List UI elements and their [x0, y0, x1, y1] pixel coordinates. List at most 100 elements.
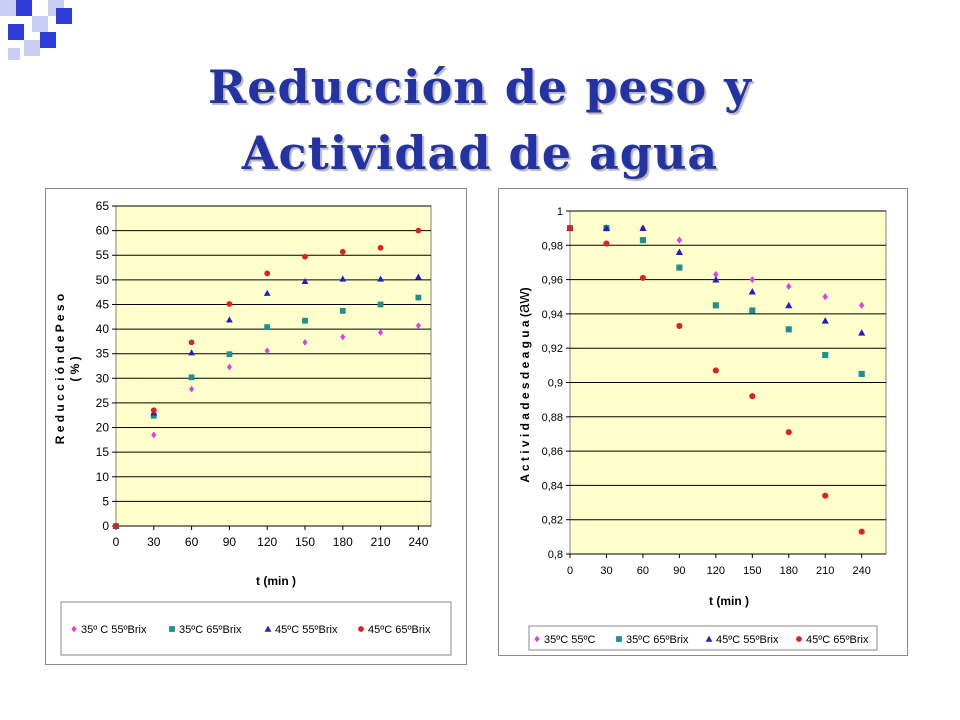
data-point-square — [415, 294, 422, 301]
x-tick-label: 210 — [371, 535, 391, 549]
y-tick-label: 0,94 — [542, 309, 563, 321]
data-point-circle — [415, 227, 422, 234]
data-point-square — [639, 237, 646, 244]
y-tick-label: 50 — [96, 273, 110, 287]
x-tick-label: 240 — [853, 565, 871, 577]
data-point-square — [150, 412, 157, 419]
x-tick-label: 0 — [567, 565, 573, 577]
y-tick-label: 60 — [96, 224, 110, 238]
x-tick-label: 30 — [600, 565, 612, 577]
y-tick-label: 15 — [96, 445, 110, 459]
data-point-square — [785, 326, 792, 333]
data-point-circle — [822, 492, 829, 499]
legend-marker-diamond — [71, 625, 77, 633]
y-tick-label: 45 — [96, 297, 110, 311]
y-tick-label: 65 — [96, 199, 110, 213]
slide-title-line2: Actividad de agua — [241, 126, 719, 180]
legend-label: 35ºC 65ºBrix — [626, 634, 689, 646]
legend-marker-triangle — [264, 625, 272, 632]
y-tick-label: 1 — [557, 206, 563, 218]
data-point-diamond — [415, 322, 421, 330]
data-point-triangle — [226, 316, 233, 323]
data-point-triangle — [301, 277, 309, 285]
x-tick-label: 150 — [295, 535, 315, 549]
data-point-diamond — [264, 347, 270, 355]
legend-marker-square — [169, 626, 175, 632]
y-tick-label: 5 — [102, 494, 109, 508]
legend-box — [60, 601, 452, 656]
y-tick-label: 35 — [96, 347, 110, 361]
data-point-square — [188, 374, 195, 381]
data-point-circle — [858, 528, 865, 535]
y-tick-label: 0,88 — [542, 412, 563, 424]
legend-marker-triangle — [705, 635, 713, 642]
y-axis-label: R e d u c c i ó n d e P e s o — [53, 294, 67, 445]
data-point-square — [676, 264, 683, 271]
data-point-circle — [339, 248, 346, 255]
y-tick-label: 30 — [96, 371, 110, 385]
data-point-triangle — [639, 224, 647, 232]
legend-marker-circle — [358, 626, 364, 632]
weight-reduction-chart: 0 5 10 15 20 25 30 35 40 45 50 55 60 65 0 30 60 90 120 150… — [53, 199, 452, 656]
x-tick-label: 90 — [223, 535, 237, 549]
x-tick-label: 30 — [147, 535, 161, 549]
x-tick-label: 90 — [673, 565, 685, 577]
data-point-square — [264, 324, 271, 330]
x-tick-label: 180 — [780, 565, 798, 577]
data-point-triangle — [675, 248, 683, 256]
legend-label: 45ºC 55ºBrix — [275, 624, 338, 636]
data-point-triangle — [339, 275, 347, 282]
slide-title-line1: Reducción de peso y — [208, 60, 752, 114]
data-point-square — [858, 370, 865, 377]
data-point-circle — [639, 274, 646, 281]
data-point-circle — [302, 253, 308, 260]
data-point-diamond — [378, 329, 384, 336]
data-point-triangle — [377, 275, 384, 282]
y-tick-label: 10 — [96, 470, 110, 484]
data-point-circle — [566, 225, 574, 232]
data-point-triangle — [748, 288, 756, 295]
data-point-square — [302, 317, 308, 324]
data-point-diamond — [151, 431, 157, 439]
data-point-circle — [785, 429, 792, 436]
y-axis-label: A c t i v i d a d e s d e a g u a (aw) — [514, 287, 533, 482]
x-tick-label: 240 — [408, 535, 428, 549]
y-tick-label: 0,86 — [542, 446, 563, 458]
x-axis-label: t (min ) — [256, 574, 296, 588]
data-point-circle — [150, 407, 157, 414]
legend-marker-square — [616, 636, 622, 642]
data-point-circle — [676, 322, 683, 329]
data-point-triangle — [712, 276, 720, 283]
y-tick-label: 0 — [102, 519, 109, 533]
legend-label: 45ºC 65ºBrix — [368, 624, 431, 636]
y-tick-label: 0,92 — [542, 343, 563, 355]
legend-label: 35ºC 55ºC — [544, 634, 596, 646]
x-tick-label: 150 — [743, 565, 761, 577]
data-point-square — [377, 301, 384, 308]
data-point-circle — [188, 339, 195, 346]
plot-area — [115, 205, 432, 527]
data-point-circle — [226, 301, 233, 307]
data-point-circle — [749, 393, 756, 400]
data-point-square — [339, 307, 346, 314]
y-tick-label: 0,82 — [542, 515, 563, 527]
data-point-diamond — [302, 338, 308, 346]
data-point-square — [712, 302, 719, 309]
x-tick-label: 60 — [185, 535, 199, 549]
y-tick-label: 0,84 — [542, 480, 563, 492]
data-point-triangle — [415, 273, 422, 280]
y-tick-label: 20 — [96, 421, 110, 435]
legend-box — [528, 625, 878, 651]
x-tick-label: 0 — [113, 535, 120, 549]
legend-label: 35ºC 65ºBrix — [179, 624, 242, 636]
y-axis-label-aw: aw — [514, 291, 533, 313]
data-point-triangle — [821, 317, 829, 324]
data-point-circle — [712, 367, 719, 374]
x-tick-label: 120 — [707, 565, 725, 577]
data-point-triangle — [602, 224, 611, 232]
x-tick-label: 120 — [257, 535, 277, 549]
y-tick-label: 0,96 — [542, 275, 563, 287]
data-point-circle — [113, 523, 119, 529]
y-tick-label: 0,9 — [548, 378, 563, 390]
legend-marker-circle — [796, 636, 802, 642]
